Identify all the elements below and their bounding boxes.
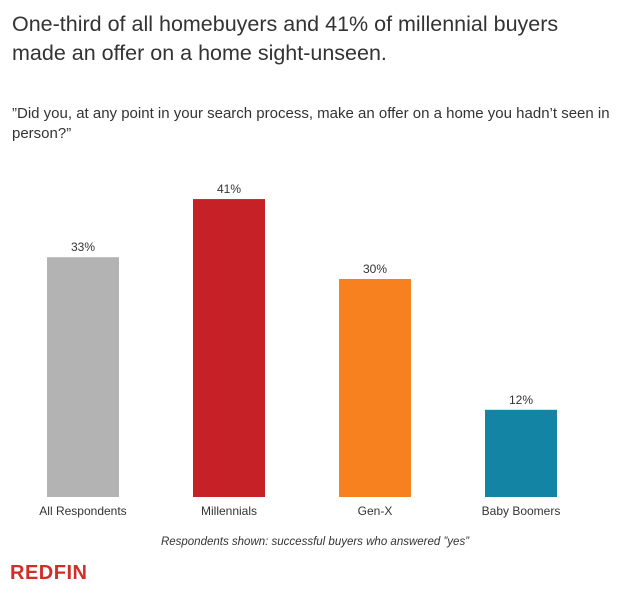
bar-all-respondents — [47, 257, 119, 497]
bar-chart: 33% 41% 30% 12% All Respondents Millennials G… — [39, 182, 560, 518]
redfin-logo: REDFIN — [10, 562, 88, 584]
value-label-baby-boomers: 12% — [509, 393, 533, 407]
category-label-baby-boomers: Baby Boomers — [482, 504, 561, 518]
chart-subtitle: ”Did you, at any point in your search pr… — [12, 105, 610, 142]
footnote: Respondents shown: successful buyers who… — [160, 536, 470, 548]
category-labels-group: All Respondents Millennials Gen-X Baby Boom… — [39, 504, 560, 518]
value-label-all-respondents: 33% — [71, 240, 95, 254]
bars-group — [47, 199, 557, 498]
category-label-gen-x: Gen-X — [358, 504, 393, 518]
bar-gen-x — [339, 279, 411, 497]
category-label-millennials: Millennials — [201, 504, 257, 518]
value-label-gen-x: 30% — [363, 262, 387, 276]
value-label-millennials: 41% — [217, 182, 241, 196]
bar-millennials — [193, 199, 265, 498]
value-labels-group: 33% 41% 30% 12% — [71, 182, 533, 407]
chart-title: One-third of all homebuyers and 41% of m… — [12, 12, 559, 65]
category-label-all-respondents: All Respondents — [39, 504, 126, 518]
bar-baby-boomers — [485, 409, 557, 497]
